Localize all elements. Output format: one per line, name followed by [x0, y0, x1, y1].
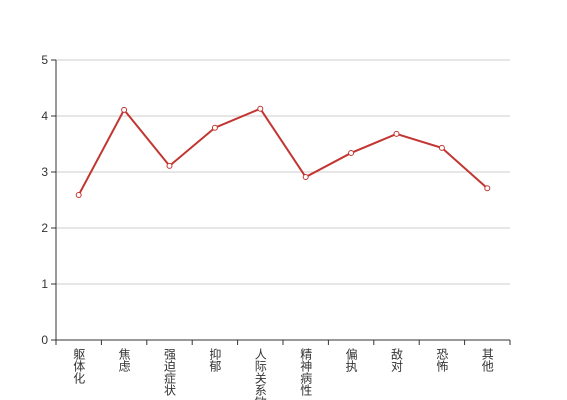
point	[438, 144, 445, 151]
x-tick-label: 敌对	[390, 347, 404, 372]
point	[257, 105, 264, 112]
y-tick-label: 0	[41, 333, 48, 347]
x-tick-label: 偏执	[344, 347, 358, 373]
x-tick-label: 焦虑	[117, 348, 131, 372]
y-tick-label: 1	[41, 277, 48, 291]
x-tick-label: 恐怖	[435, 348, 449, 372]
point	[211, 124, 218, 131]
point	[121, 106, 128, 113]
x-tick-label: 精神病性	[299, 348, 313, 397]
y-tick-label: 2	[41, 221, 48, 235]
y-tick-label: 4	[41, 109, 48, 123]
point	[393, 130, 400, 137]
x-tick-label: 其他	[480, 348, 494, 372]
line	[77, 107, 488, 196]
x-tick-label: 强迫症状	[163, 348, 177, 396]
x-tick-label: 躯体化	[72, 347, 86, 385]
x-tick-label: 人际关系敏感	[253, 348, 267, 400]
x-tick-label: 抑郁	[208, 347, 222, 373]
y-tick-label: 3	[41, 165, 48, 179]
point	[348, 149, 355, 156]
point	[484, 185, 491, 192]
point	[302, 174, 309, 181]
point	[75, 191, 82, 198]
y-tick-label: 5	[41, 53, 48, 67]
point	[166, 162, 173, 169]
